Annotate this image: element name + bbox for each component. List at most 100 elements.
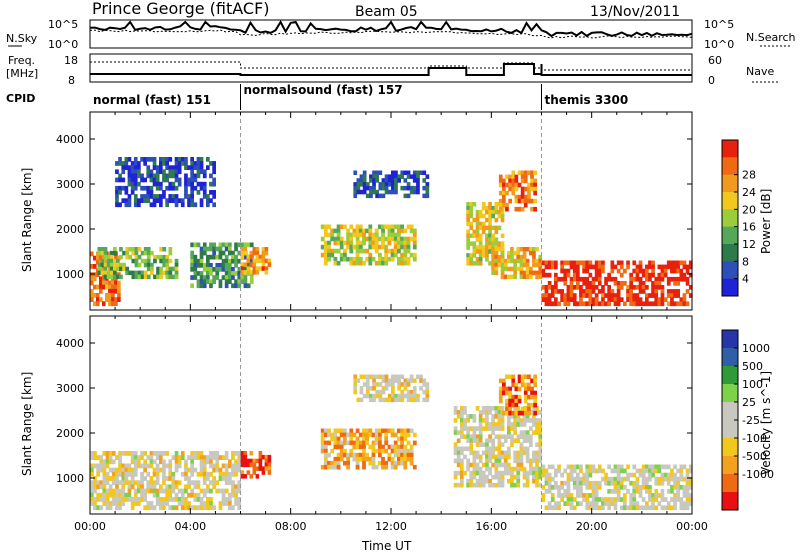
echo-cell	[362, 436, 366, 442]
echo-cell	[159, 274, 163, 280]
echo-cell	[159, 266, 163, 272]
echo-cell	[246, 283, 251, 289]
echo-cell	[355, 236, 360, 242]
echo-cell	[623, 485, 627, 490]
echo-cell	[374, 236, 379, 242]
echo-cell	[162, 451, 166, 456]
echo-cell	[641, 285, 646, 290]
echo-cell	[516, 450, 521, 456]
echo-cell	[394, 397, 398, 403]
echo-cell	[212, 254, 216, 260]
echo-cell	[576, 268, 580, 274]
echo-cell	[651, 281, 655, 286]
echo-cell	[485, 209, 489, 215]
echo-cell	[475, 261, 480, 266]
echo-cell	[412, 244, 417, 250]
echo-cell	[362, 374, 367, 379]
echo-cell	[629, 293, 633, 298]
echo-cell	[604, 472, 608, 478]
echo-cell	[688, 260, 693, 266]
echo-cell	[529, 434, 533, 439]
echo-cell	[237, 501, 242, 506]
echo-cell	[355, 228, 360, 234]
echo-cell	[391, 185, 395, 191]
echo-cell	[616, 468, 621, 474]
power-echo-layer	[90, 112, 693, 310]
echo-cell	[343, 248, 347, 254]
echo-cell	[362, 185, 367, 191]
echo-cell	[249, 462, 254, 468]
echo-cell	[156, 266, 160, 272]
echo-cell	[682, 489, 687, 494]
echo-cell	[478, 474, 483, 480]
echo-cell	[196, 492, 201, 498]
echo-cell	[143, 250, 148, 256]
echo-cell	[629, 297, 633, 302]
echo-cell	[460, 426, 464, 431]
echo-cell	[679, 501, 684, 506]
echo-cell	[353, 170, 358, 175]
echo-cell	[108, 280, 112, 286]
echo-cell	[184, 497, 188, 502]
echo-cell	[579, 289, 583, 294]
echo-cell	[522, 482, 527, 488]
echo-cell	[243, 262, 248, 267]
echo-cell	[384, 382, 389, 387]
echo-cell	[412, 174, 417, 179]
echo-cell	[108, 484, 113, 490]
echo-cell	[352, 444, 357, 450]
echo-cell	[215, 467, 220, 473]
echo-cell	[387, 236, 392, 242]
echo-cell	[237, 459, 242, 465]
echo-cell	[569, 476, 574, 482]
echo-cell	[171, 480, 176, 486]
echo-cell	[228, 263, 232, 268]
echo-cell	[525, 454, 530, 460]
echo-cell	[533, 382, 537, 388]
echo-cell	[513, 458, 517, 464]
echo-cell	[330, 460, 335, 466]
echo-cell	[146, 505, 151, 511]
echo-cell	[585, 285, 590, 290]
echo-cell	[187, 198, 191, 203]
echo-cell	[193, 254, 198, 260]
echo-cell	[356, 185, 361, 191]
echo-cell	[212, 476, 216, 481]
echo-cell	[237, 279, 242, 284]
echo-cell	[469, 446, 474, 452]
echo-cell	[387, 240, 392, 246]
echo-cell	[137, 484, 141, 490]
echo-cell	[369, 174, 373, 179]
echo-cell	[228, 459, 232, 465]
echo-cell	[400, 393, 405, 399]
echo-cell	[488, 209, 492, 215]
echo-cell	[391, 170, 395, 175]
echo-cell	[475, 225, 480, 231]
echo-cell	[500, 262, 505, 268]
echo-cell	[371, 432, 376, 438]
echo-cell	[105, 471, 110, 477]
echo-cell	[93, 480, 97, 486]
echo-cell	[523, 386, 528, 392]
colorbar-segment	[722, 244, 738, 262]
echo-cell	[168, 194, 173, 199]
echo-cell	[610, 489, 615, 494]
echo-cell	[359, 174, 364, 179]
echo-cell	[102, 480, 107, 486]
echo-cell	[199, 459, 204, 465]
echo-cell	[359, 374, 364, 379]
echo-cell	[651, 289, 655, 294]
echo-cell	[670, 476, 674, 482]
echo-cell	[560, 289, 564, 294]
echo-cell	[488, 261, 492, 266]
echo-cell	[320, 440, 325, 446]
echo-cell	[472, 253, 477, 258]
echo-cell	[532, 474, 536, 480]
echo-cell	[508, 178, 512, 184]
echo-cell	[391, 178, 395, 183]
echo-cell	[626, 505, 630, 511]
echo-cell	[105, 451, 110, 456]
echo-cell	[572, 293, 577, 298]
echo-cell	[111, 492, 116, 498]
